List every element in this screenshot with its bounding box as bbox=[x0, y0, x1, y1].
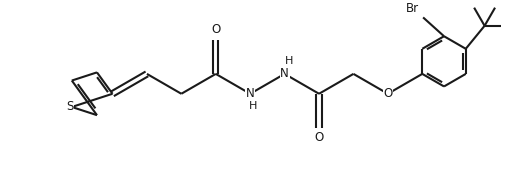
Text: H: H bbox=[284, 56, 293, 66]
Text: H: H bbox=[249, 101, 257, 111]
Text: O: O bbox=[211, 23, 220, 36]
Text: N: N bbox=[280, 67, 289, 80]
Text: O: O bbox=[383, 87, 392, 100]
Text: O: O bbox=[314, 131, 324, 144]
Text: Br: Br bbox=[406, 2, 419, 15]
Text: N: N bbox=[246, 87, 255, 100]
Text: S: S bbox=[66, 100, 73, 113]
